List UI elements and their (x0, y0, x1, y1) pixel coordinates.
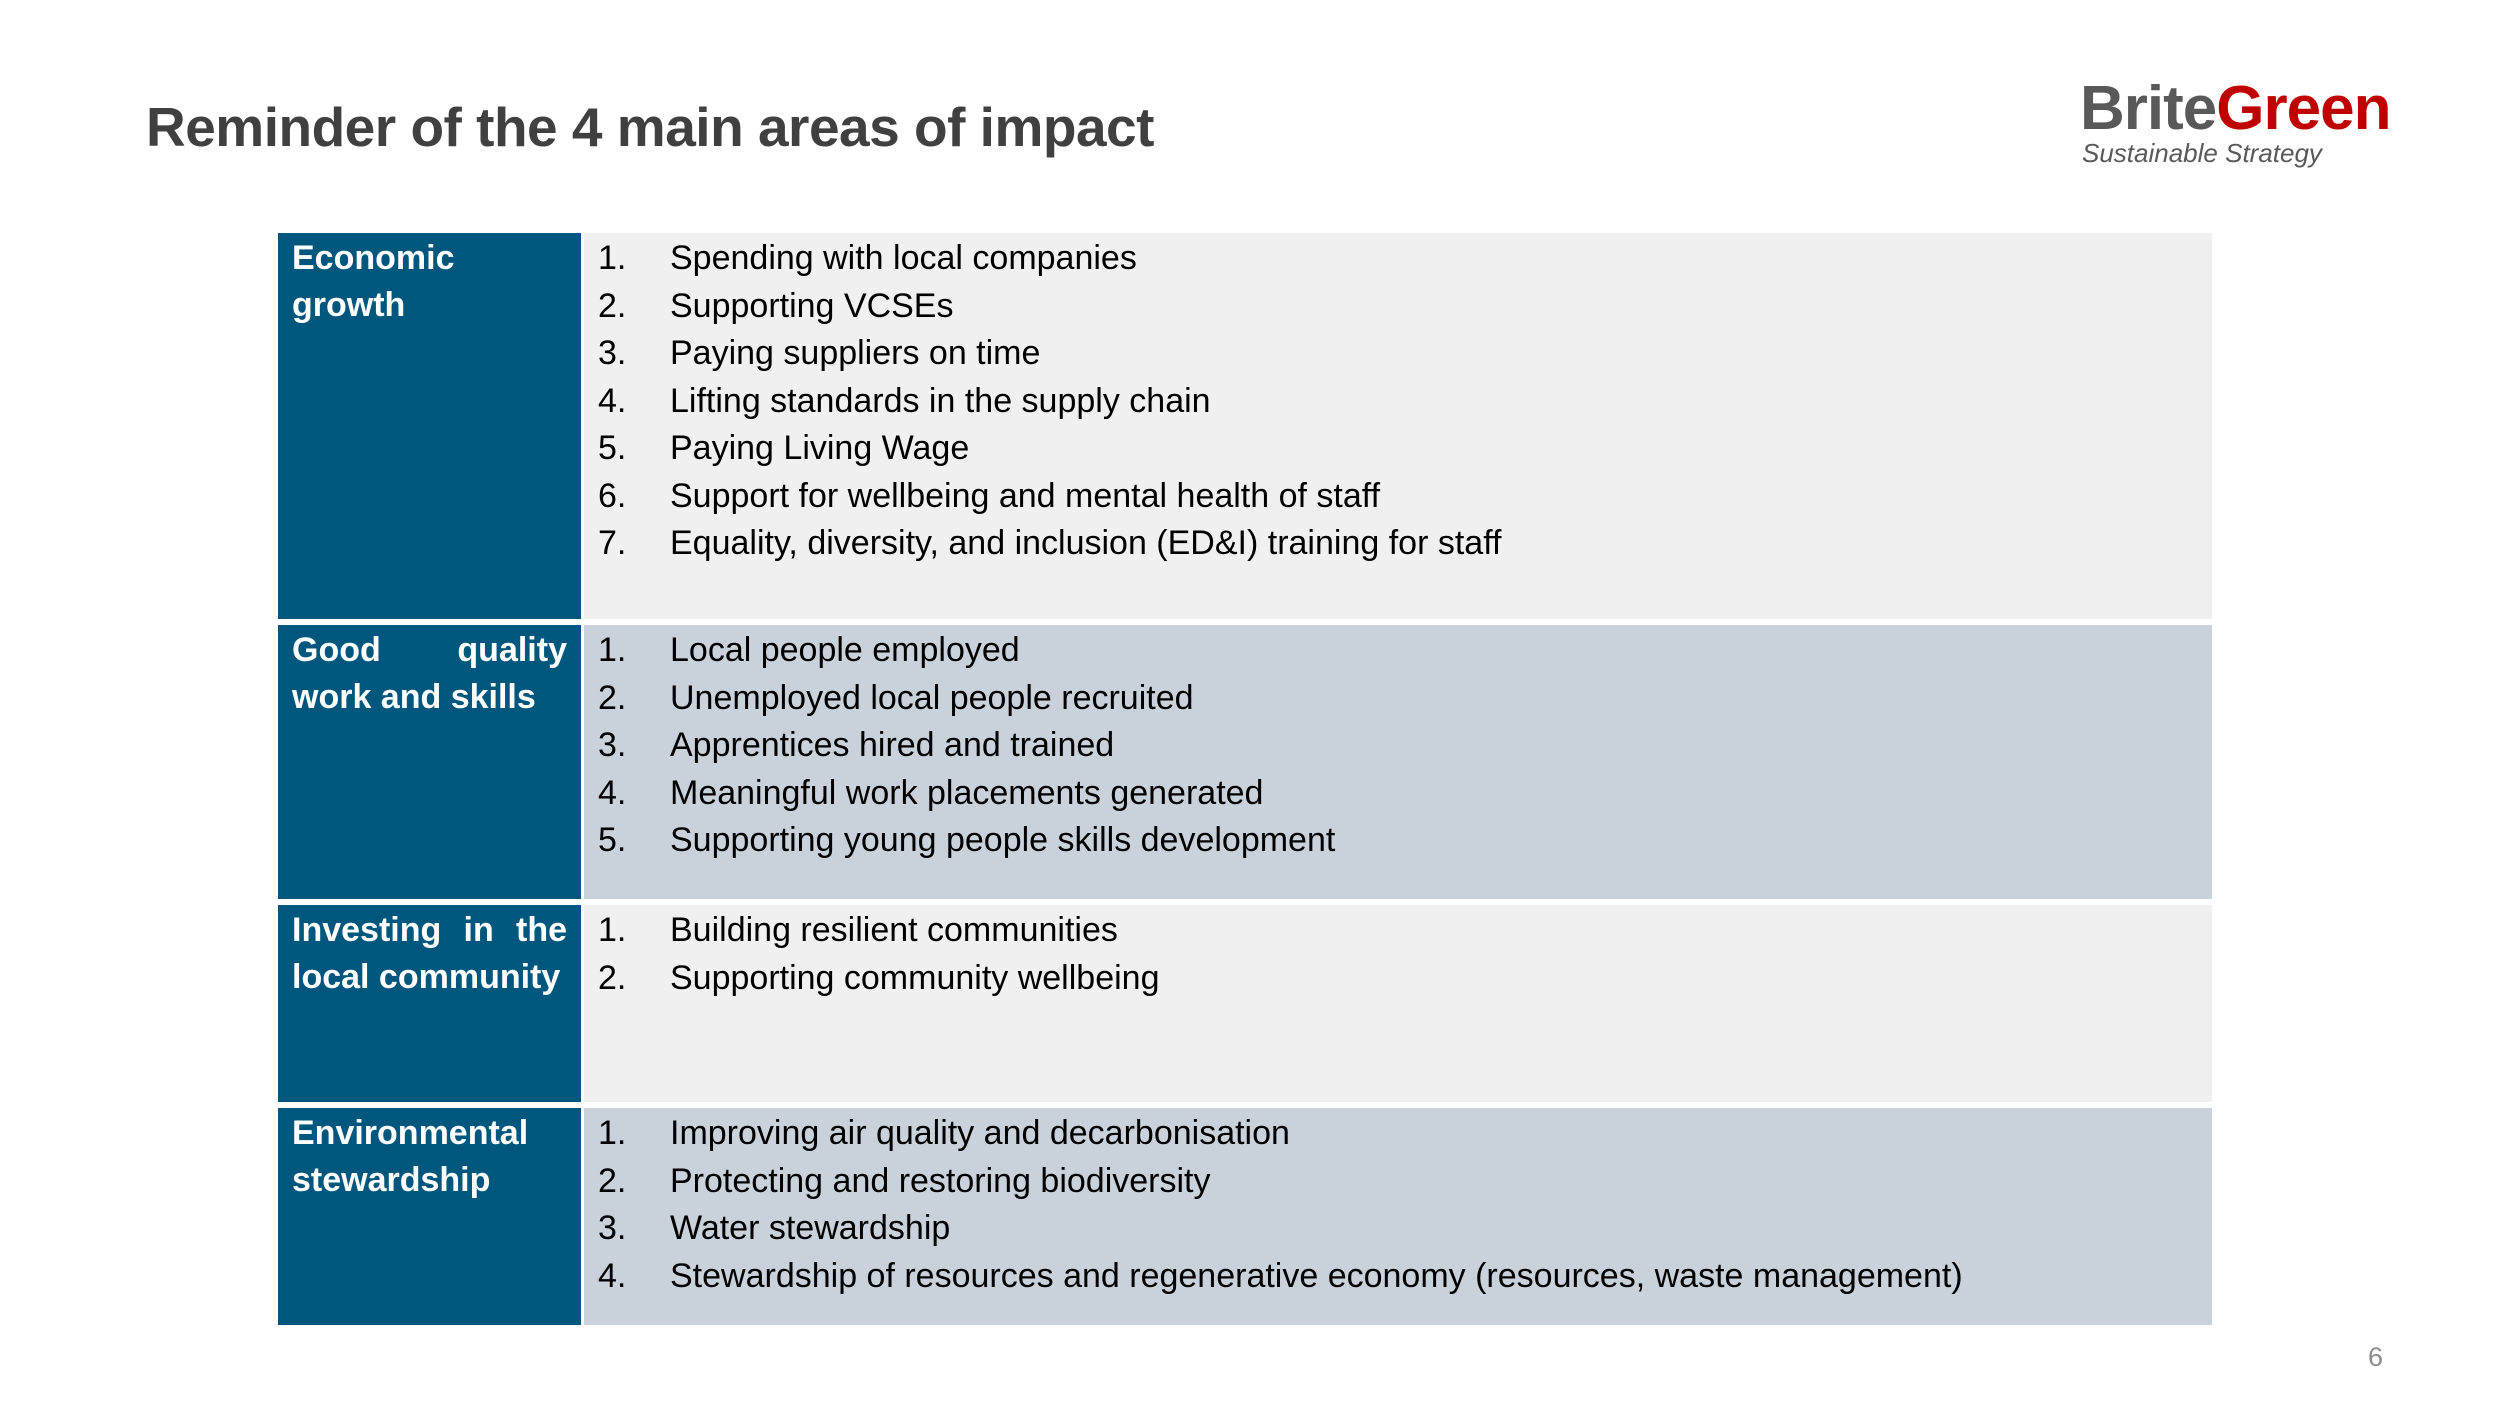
list-item: 7. Equality, diversity, and inclusion (ED… (598, 520, 2212, 568)
item-text: Lifting standards in the supply chain (670, 381, 1211, 420)
item-number: 1. (598, 1114, 627, 1152)
impact-list: 1. Spending with local companies 2. Suppor… (598, 235, 2212, 568)
item-number: 5. (598, 821, 627, 859)
items-cell: 1. Spending with local companies 2. Suppor… (584, 233, 2212, 619)
item-number: 1. (598, 911, 627, 949)
list-item: 4. Meaningful work placements generated (598, 770, 2212, 818)
logo-tagline: Sustainable Strategy (2082, 138, 2322, 168)
list-item: 6. Support for wellbeing and mental healt… (598, 473, 2212, 521)
item-number: 4. (598, 773, 627, 812)
logo-brite-text: Brite (2080, 74, 2217, 143)
impact-list: 1. Local people employed 2. Unemployed loc… (598, 627, 2212, 865)
list-item: 2. Supporting VCSEs (598, 283, 2212, 331)
item-text: Equality, diversity, and inclusion (ED&I… (670, 524, 1502, 562)
item-number: 2. (598, 1161, 627, 1200)
row-divider (278, 1102, 2212, 1108)
item-number: 7. (598, 524, 627, 562)
item-text: Building resilient communities (670, 911, 1118, 949)
item-number: 1. (598, 631, 627, 669)
britegreen-logo: BriteGreen Sustainable Strategy (2080, 78, 2440, 169)
item-number: 2. (598, 286, 627, 325)
impact-row-economic-growth: Economic growth 1. Spending with local co… (278, 233, 2212, 619)
item-text: Improving air quality and decarbonisatio… (670, 1114, 1290, 1152)
category-cell: Investing in the local community (278, 905, 584, 1102)
item-text: Supporting VCSEs (670, 286, 954, 325)
category-cell: Economic growth (278, 233, 584, 619)
category-cell: Good quality work and skills (278, 625, 584, 899)
list-item: 1. Spending with local companies (598, 235, 2212, 283)
item-number: 1. (598, 239, 627, 277)
item-number: 5. (598, 429, 627, 467)
item-text: Protecting and restoring biodiversity (670, 1161, 1211, 1200)
item-text: Supporting young people skills developme… (670, 821, 1336, 859)
items-cell: 1. Building resilient communities 2. Suppo… (584, 905, 2212, 1102)
list-item: 1. Improving air quality and decarbonisat… (598, 1110, 2212, 1158)
item-number: 3. (598, 334, 627, 372)
list-item: 3. Paying suppliers on time (598, 330, 2212, 378)
item-text: Paying suppliers on time (670, 334, 1041, 372)
items-cell: 1. Improving air quality and decarbonisat… (584, 1108, 2212, 1325)
slide-title: Reminder of the 4 main areas of impact (146, 96, 1154, 158)
list-item: 1. Local people employed (598, 627, 2212, 675)
item-number: 2. (598, 958, 627, 997)
item-number: 4. (598, 1256, 627, 1295)
list-item: 5. Supporting young people skills develop… (598, 817, 2212, 865)
item-number: 3. (598, 1209, 627, 1247)
page-number: 6 (2368, 1342, 2384, 1372)
impact-areas-table: Economic growth 1. Spending with local co… (278, 233, 2212, 1325)
list-item: 3. Apprentices hired and trained (598, 722, 2212, 770)
item-text: Water stewardship (670, 1209, 951, 1247)
list-item: 3. Water stewardship (598, 1205, 2212, 1253)
item-text: Supporting community wellbeing (670, 958, 1160, 997)
item-number: 3. (598, 726, 627, 764)
impact-row-local-community: Investing in the local community 1. Build… (278, 905, 2212, 1102)
item-text: Stewardship of resources and regenerativ… (670, 1256, 1963, 1295)
item-text: Unemployed local people recruited (670, 678, 1194, 717)
logo-wordmark: BriteGreen (2080, 78, 2440, 140)
list-item: 1. Building resilient communities (598, 907, 2212, 955)
impact-row-environmental-stewardship: Environmental stewardship 1. Improving ai… (278, 1108, 2212, 1325)
impact-list: 1. Improving air quality and decarbonisat… (598, 1110, 2212, 1300)
item-text: Support for wellbeing and mental health … (670, 476, 1381, 515)
list-item: 5. Paying Living Wage (598, 425, 2212, 473)
list-item: 2. Unemployed local people recruited (598, 675, 2212, 723)
item-number: 4. (598, 381, 627, 420)
item-text: Local people employed (670, 631, 1020, 669)
row-divider (278, 619, 2212, 625)
item-text: Spending with local companies (670, 239, 1137, 277)
list-item: 4. Lifting standards in the supply chain (598, 378, 2212, 426)
item-text: Meaningful work placements generated (670, 773, 1264, 812)
impact-row-good-quality-work: Good quality work and skills 1. Local peo… (278, 625, 2212, 899)
item-text: Paying Living Wage (670, 429, 970, 467)
items-cell: 1. Local people employed 2. Unemployed loc… (584, 625, 2212, 899)
list-item: 2. Protecting and restoring biodiversity (598, 1158, 2212, 1206)
category-cell: Environmental stewardship (278, 1108, 584, 1325)
logo-green-text: Green (2216, 74, 2391, 143)
list-item: 2. Supporting community wellbeing (598, 955, 2212, 1003)
item-number: 2. (598, 678, 627, 717)
row-divider (278, 899, 2212, 905)
list-item: 4. Stewardship of resources and regenerat… (598, 1253, 2212, 1301)
item-text: Apprentices hired and trained (670, 726, 1115, 764)
item-number: 6. (598, 476, 627, 515)
impact-list: 1. Building resilient communities 2. Suppo… (598, 907, 2212, 1002)
